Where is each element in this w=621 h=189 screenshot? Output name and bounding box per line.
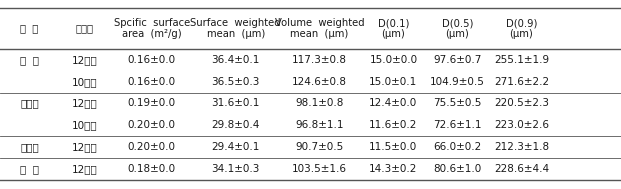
Text: 36.5±0.3: 36.5±0.3 — [212, 77, 260, 87]
Text: 0.16±0.0: 0.16±0.0 — [128, 77, 176, 87]
Text: (μm): (μm) — [381, 29, 406, 39]
Text: 96.8±1.1: 96.8±1.1 — [295, 120, 344, 130]
Text: Volume  weighted: Volume weighted — [274, 18, 365, 28]
Text: 97.6±0.7: 97.6±0.7 — [433, 55, 481, 65]
Text: 104.9±0.5: 104.9±0.5 — [430, 77, 485, 87]
Text: (μm): (μm) — [445, 29, 469, 39]
Text: 80.6±1.0: 80.6±1.0 — [433, 164, 481, 174]
Text: 255.1±1.9: 255.1±1.9 — [494, 55, 549, 65]
Text: 도정도: 도정도 — [76, 23, 93, 33]
Text: 0.18±0.0: 0.18±0.0 — [128, 164, 176, 174]
Text: 0.19±0.0: 0.19±0.0 — [128, 98, 176, 108]
Text: 10분도: 10분도 — [71, 77, 97, 87]
Text: 삼  광: 삼 광 — [20, 55, 39, 65]
Text: 228.6±4.4: 228.6±4.4 — [494, 164, 549, 174]
Text: 29.4±0.1: 29.4±0.1 — [212, 142, 260, 152]
Text: 한가루: 한가루 — [20, 98, 39, 108]
Text: 31.6±0.1: 31.6±0.1 — [212, 98, 260, 108]
Text: D(0.5): D(0.5) — [442, 18, 473, 28]
Text: 12분도: 12분도 — [71, 164, 97, 174]
Text: 36.4±0.1: 36.4±0.1 — [212, 55, 260, 65]
Text: 103.5±1.6: 103.5±1.6 — [292, 164, 347, 174]
Text: 271.6±2.2: 271.6±2.2 — [494, 77, 549, 87]
Text: 212.3±1.8: 212.3±1.8 — [494, 142, 549, 152]
Text: mean  (μm): mean (μm) — [207, 29, 265, 39]
Text: 미시루: 미시루 — [20, 142, 39, 152]
Text: 98.1±0.8: 98.1±0.8 — [296, 98, 343, 108]
Text: 11.6±0.2: 11.6±0.2 — [369, 120, 417, 130]
Text: 72.6±1.1: 72.6±1.1 — [433, 120, 482, 130]
Text: D(0.1): D(0.1) — [378, 18, 409, 28]
Text: 0.20±0.0: 0.20±0.0 — [128, 120, 176, 130]
Text: 11.5±0.0: 11.5±0.0 — [369, 142, 417, 152]
Text: 15.0±0.1: 15.0±0.1 — [369, 77, 417, 87]
Text: 223.0±2.6: 223.0±2.6 — [494, 120, 549, 130]
Text: 124.6±0.8: 124.6±0.8 — [292, 77, 347, 87]
Text: 14.3±0.2: 14.3±0.2 — [369, 164, 417, 174]
Text: 29.8±0.4: 29.8±0.4 — [212, 120, 260, 130]
Text: 12분도: 12분도 — [71, 98, 97, 108]
Text: mean  (μm): mean (μm) — [291, 29, 348, 39]
Text: D(0.9): D(0.9) — [505, 18, 537, 28]
Text: 12분도: 12분도 — [71, 55, 97, 65]
Text: (μm): (μm) — [509, 29, 533, 39]
Text: 10분도: 10분도 — [71, 120, 97, 130]
Text: 0.20±0.0: 0.20±0.0 — [128, 142, 176, 152]
Text: 0.16±0.0: 0.16±0.0 — [128, 55, 176, 65]
Text: Surface  weighted: Surface weighted — [191, 18, 281, 28]
Text: Spcific  surface: Spcific surface — [114, 18, 190, 28]
Text: 34.1±0.3: 34.1±0.3 — [212, 164, 260, 174]
Text: area  (m²/g): area (m²/g) — [122, 29, 182, 39]
Text: 15.0±0.0: 15.0±0.0 — [369, 55, 417, 65]
Text: 12.4±0.0: 12.4±0.0 — [369, 98, 417, 108]
Text: 75.5±0.5: 75.5±0.5 — [433, 98, 481, 108]
Text: 66.0±0.2: 66.0±0.2 — [433, 142, 481, 152]
Text: 신  길: 신 길 — [20, 164, 39, 174]
Text: 품  종: 품 종 — [20, 23, 39, 33]
Text: 12분도: 12분도 — [71, 142, 97, 152]
Text: 117.3±0.8: 117.3±0.8 — [292, 55, 347, 65]
Text: 90.7±0.5: 90.7±0.5 — [296, 142, 343, 152]
Text: 220.5±2.3: 220.5±2.3 — [494, 98, 549, 108]
